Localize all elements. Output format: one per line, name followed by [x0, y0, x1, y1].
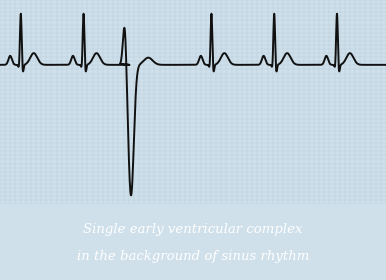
- Text: Single early ventricular complex: Single early ventricular complex: [83, 223, 303, 236]
- Text: in the background of sinus rhythm: in the background of sinus rhythm: [77, 250, 309, 263]
